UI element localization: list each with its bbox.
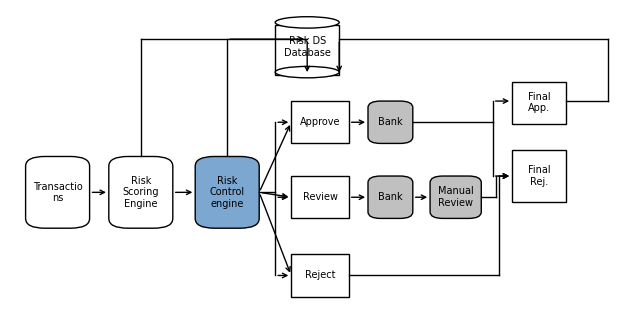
FancyBboxPatch shape [195, 156, 259, 228]
Ellipse shape [275, 67, 339, 78]
Text: Final
Rej.: Final Rej. [528, 165, 550, 187]
FancyBboxPatch shape [368, 176, 413, 218]
Text: Reject: Reject [305, 271, 335, 280]
Bar [512, 150, 566, 202]
FancyBboxPatch shape [109, 156, 173, 228]
Bar [291, 254, 349, 297]
Text: Transactio
ns: Transactio ns [33, 182, 83, 203]
Text: Manual
Review: Manual Review [438, 186, 474, 208]
Text: Risk DS
Database: Risk DS Database [284, 37, 331, 58]
FancyBboxPatch shape [26, 156, 90, 228]
Bar [291, 176, 349, 218]
Text: Risk
Scoring
Engine: Risk Scoring Engine [122, 176, 159, 209]
Text: Approve: Approve [300, 117, 340, 127]
FancyBboxPatch shape [368, 101, 413, 143]
Bar [512, 82, 566, 124]
Text: Risk
Control
engine: Risk Control engine [210, 176, 244, 209]
FancyBboxPatch shape [430, 176, 481, 218]
Text: Final
App.: Final App. [528, 92, 550, 113]
Bar [275, 25, 339, 75]
Text: Bank: Bank [378, 117, 403, 127]
Text: Bank: Bank [378, 192, 403, 202]
Ellipse shape [275, 17, 339, 28]
Text: Review: Review [303, 192, 337, 202]
Bar [291, 101, 349, 143]
